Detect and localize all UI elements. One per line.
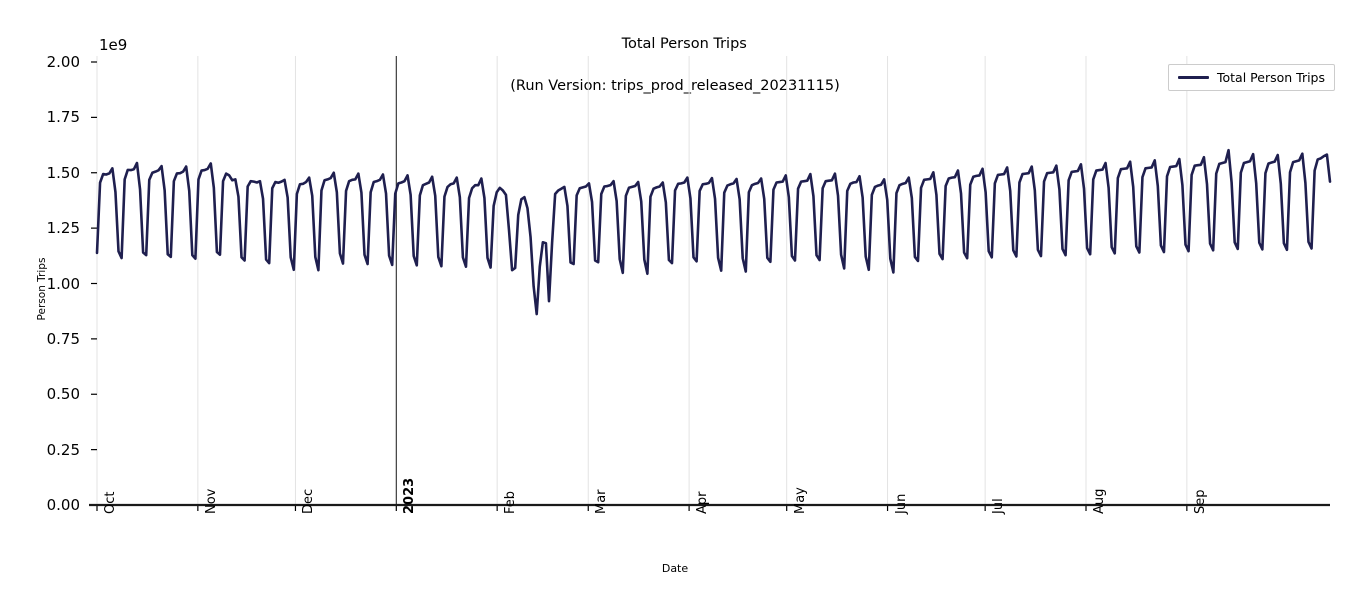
- chart-title: Total Person Trips (Run Version: trips_p…: [0, 13, 1350, 139]
- x-tick-label: Jul: [991, 498, 1007, 514]
- y-tick-label: 1.00: [46, 274, 80, 293]
- y-tick-label: 0.00: [46, 496, 80, 514]
- y-tick-label: 0.50: [46, 385, 80, 404]
- y-tick-label: 0.25: [46, 440, 80, 459]
- y-tick-label: 1.50: [46, 163, 80, 182]
- y-tick-label: 1.25: [46, 219, 80, 238]
- x-tick-label: Aug: [1092, 488, 1107, 514]
- legend-swatch-total-person-trips: [1178, 76, 1209, 79]
- x-axis-label: Date: [661, 562, 689, 575]
- chart-title-main: Total Person Trips: [621, 36, 747, 52]
- chart-title-subtitle: (Run Version: trips_prod_released_202311…: [510, 78, 840, 94]
- x-tick-label: Jun: [893, 493, 909, 514]
- x-tick-label: Dec: [301, 488, 317, 514]
- y-axis-label: Person Trips: [36, 257, 48, 321]
- y-tick-label: 2.00: [46, 53, 80, 71]
- y-axis-offset-text: 1e9: [99, 36, 128, 54]
- legend-label-total-person-trips: Total Person Trips: [1217, 70, 1326, 85]
- x-tick-label: Sep: [1192, 489, 1208, 514]
- x-tick-label: Nov: [203, 488, 219, 514]
- x-tick-label: Mar: [594, 489, 610, 514]
- chart-legend: Total Person Trips: [1168, 64, 1336, 91]
- x-tick-label: 2023: [402, 477, 418, 514]
- x-tick-label: Apr: [695, 491, 711, 515]
- x-tick-label: May: [792, 487, 808, 514]
- y-tick-label: 0.75: [46, 329, 80, 348]
- y-tick-label: 1.75: [46, 108, 80, 127]
- x-tick-label: Feb: [503, 490, 519, 514]
- x-tick-label: Oct: [103, 491, 118, 514]
